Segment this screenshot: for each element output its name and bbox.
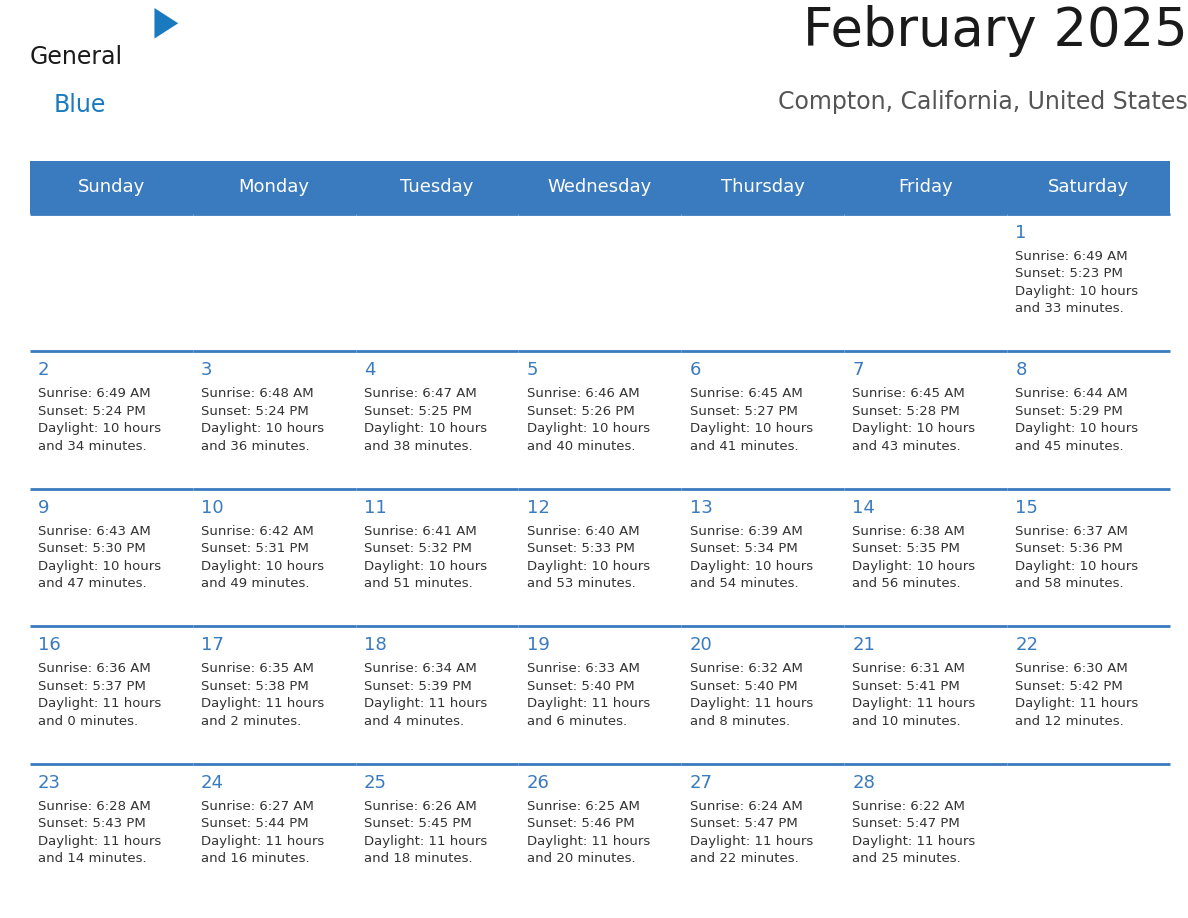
Text: 24: 24 [201,774,223,791]
Text: General: General [30,45,122,69]
Text: 14: 14 [853,498,876,517]
Text: 16: 16 [38,636,61,654]
Text: Sunrise: 6:36 AM
Sunset: 5:37 PM
Daylight: 11 hours
and 0 minutes.: Sunrise: 6:36 AM Sunset: 5:37 PM Dayligh… [38,662,162,728]
Text: Sunrise: 6:28 AM
Sunset: 5:43 PM
Daylight: 11 hours
and 14 minutes.: Sunrise: 6:28 AM Sunset: 5:43 PM Dayligh… [38,800,162,865]
Text: Sunrise: 6:45 AM
Sunset: 5:27 PM
Daylight: 10 hours
and 41 minutes.: Sunrise: 6:45 AM Sunset: 5:27 PM Dayligh… [689,387,813,453]
Text: Sunrise: 6:43 AM
Sunset: 5:30 PM
Daylight: 10 hours
and 47 minutes.: Sunrise: 6:43 AM Sunset: 5:30 PM Dayligh… [38,525,160,590]
Text: 3: 3 [201,361,213,379]
Text: Sunrise: 6:38 AM
Sunset: 5:35 PM
Daylight: 10 hours
and 56 minutes.: Sunrise: 6:38 AM Sunset: 5:35 PM Dayligh… [853,525,975,590]
Text: 2: 2 [38,361,50,379]
Text: 13: 13 [689,498,713,517]
Text: 27: 27 [689,774,713,791]
Text: 20: 20 [689,636,713,654]
Text: 15: 15 [1016,498,1038,517]
Text: Sunrise: 6:46 AM
Sunset: 5:26 PM
Daylight: 10 hours
and 40 minutes.: Sunrise: 6:46 AM Sunset: 5:26 PM Dayligh… [526,387,650,453]
Text: 17: 17 [201,636,223,654]
Text: Sunrise: 6:30 AM
Sunset: 5:42 PM
Daylight: 11 hours
and 12 minutes.: Sunrise: 6:30 AM Sunset: 5:42 PM Dayligh… [1016,662,1138,728]
Text: Sunrise: 6:41 AM
Sunset: 5:32 PM
Daylight: 10 hours
and 51 minutes.: Sunrise: 6:41 AM Sunset: 5:32 PM Dayligh… [364,525,487,590]
Text: Friday: Friday [898,178,953,196]
Text: Sunrise: 6:32 AM
Sunset: 5:40 PM
Daylight: 11 hours
and 8 minutes.: Sunrise: 6:32 AM Sunset: 5:40 PM Dayligh… [689,662,813,728]
Text: Sunrise: 6:48 AM
Sunset: 5:24 PM
Daylight: 10 hours
and 36 minutes.: Sunrise: 6:48 AM Sunset: 5:24 PM Dayligh… [201,387,324,453]
Text: 19: 19 [526,636,550,654]
Text: 22: 22 [1016,636,1038,654]
Text: Sunrise: 6:33 AM
Sunset: 5:40 PM
Daylight: 11 hours
and 6 minutes.: Sunrise: 6:33 AM Sunset: 5:40 PM Dayligh… [526,662,650,728]
Text: 9: 9 [38,498,50,517]
Text: Thursday: Thursday [721,178,804,196]
Text: Sunrise: 6:44 AM
Sunset: 5:29 PM
Daylight: 10 hours
and 45 minutes.: Sunrise: 6:44 AM Sunset: 5:29 PM Dayligh… [1016,387,1138,453]
Text: 10: 10 [201,498,223,517]
Text: Sunrise: 6:39 AM
Sunset: 5:34 PM
Daylight: 10 hours
and 54 minutes.: Sunrise: 6:39 AM Sunset: 5:34 PM Dayligh… [689,525,813,590]
Text: Sunrise: 6:37 AM
Sunset: 5:36 PM
Daylight: 10 hours
and 58 minutes.: Sunrise: 6:37 AM Sunset: 5:36 PM Dayligh… [1016,525,1138,590]
Text: Blue: Blue [53,93,106,118]
Text: 18: 18 [364,636,386,654]
Text: Sunrise: 6:24 AM
Sunset: 5:47 PM
Daylight: 11 hours
and 22 minutes.: Sunrise: 6:24 AM Sunset: 5:47 PM Dayligh… [689,800,813,865]
Text: Sunrise: 6:31 AM
Sunset: 5:41 PM
Daylight: 11 hours
and 10 minutes.: Sunrise: 6:31 AM Sunset: 5:41 PM Dayligh… [853,662,975,728]
Polygon shape [154,8,178,39]
Text: 5: 5 [526,361,538,379]
Text: Sunrise: 6:47 AM
Sunset: 5:25 PM
Daylight: 10 hours
and 38 minutes.: Sunrise: 6:47 AM Sunset: 5:25 PM Dayligh… [364,387,487,453]
Text: 11: 11 [364,498,386,517]
Text: Sunrise: 6:22 AM
Sunset: 5:47 PM
Daylight: 11 hours
and 25 minutes.: Sunrise: 6:22 AM Sunset: 5:47 PM Dayligh… [853,800,975,865]
Text: 21: 21 [853,636,876,654]
Text: Sunrise: 6:49 AM
Sunset: 5:23 PM
Daylight: 10 hours
and 33 minutes.: Sunrise: 6:49 AM Sunset: 5:23 PM Dayligh… [1016,250,1138,315]
Text: 4: 4 [364,361,375,379]
Text: 8: 8 [1016,361,1026,379]
Text: 28: 28 [853,774,876,791]
Text: February 2025: February 2025 [803,5,1188,57]
Text: Monday: Monday [239,178,310,196]
Text: 12: 12 [526,498,550,517]
Text: Saturday: Saturday [1048,178,1130,196]
Text: Sunrise: 6:40 AM
Sunset: 5:33 PM
Daylight: 10 hours
and 53 minutes.: Sunrise: 6:40 AM Sunset: 5:33 PM Dayligh… [526,525,650,590]
Text: Sunrise: 6:42 AM
Sunset: 5:31 PM
Daylight: 10 hours
and 49 minutes.: Sunrise: 6:42 AM Sunset: 5:31 PM Dayligh… [201,525,324,590]
Text: Sunrise: 6:45 AM
Sunset: 5:28 PM
Daylight: 10 hours
and 43 minutes.: Sunrise: 6:45 AM Sunset: 5:28 PM Dayligh… [853,387,975,453]
Text: 26: 26 [526,774,550,791]
Text: Sunrise: 6:34 AM
Sunset: 5:39 PM
Daylight: 11 hours
and 4 minutes.: Sunrise: 6:34 AM Sunset: 5:39 PM Dayligh… [364,662,487,728]
Text: 6: 6 [689,361,701,379]
Text: Sunrise: 6:26 AM
Sunset: 5:45 PM
Daylight: 11 hours
and 18 minutes.: Sunrise: 6:26 AM Sunset: 5:45 PM Dayligh… [364,800,487,865]
Text: 1: 1 [1016,223,1026,241]
Text: 7: 7 [853,361,864,379]
Text: Wednesday: Wednesday [548,178,652,196]
Text: Compton, California, United States: Compton, California, United States [778,90,1188,114]
Text: Sunrise: 6:35 AM
Sunset: 5:38 PM
Daylight: 11 hours
and 2 minutes.: Sunrise: 6:35 AM Sunset: 5:38 PM Dayligh… [201,662,324,728]
Text: Tuesday: Tuesday [400,178,474,196]
Text: Sunday: Sunday [77,178,145,196]
Text: 25: 25 [364,774,387,791]
Text: 23: 23 [38,774,61,791]
Text: Sunrise: 6:27 AM
Sunset: 5:44 PM
Daylight: 11 hours
and 16 minutes.: Sunrise: 6:27 AM Sunset: 5:44 PM Dayligh… [201,800,324,865]
Text: Sunrise: 6:49 AM
Sunset: 5:24 PM
Daylight: 10 hours
and 34 minutes.: Sunrise: 6:49 AM Sunset: 5:24 PM Dayligh… [38,387,160,453]
Text: Sunrise: 6:25 AM
Sunset: 5:46 PM
Daylight: 11 hours
and 20 minutes.: Sunrise: 6:25 AM Sunset: 5:46 PM Dayligh… [526,800,650,865]
